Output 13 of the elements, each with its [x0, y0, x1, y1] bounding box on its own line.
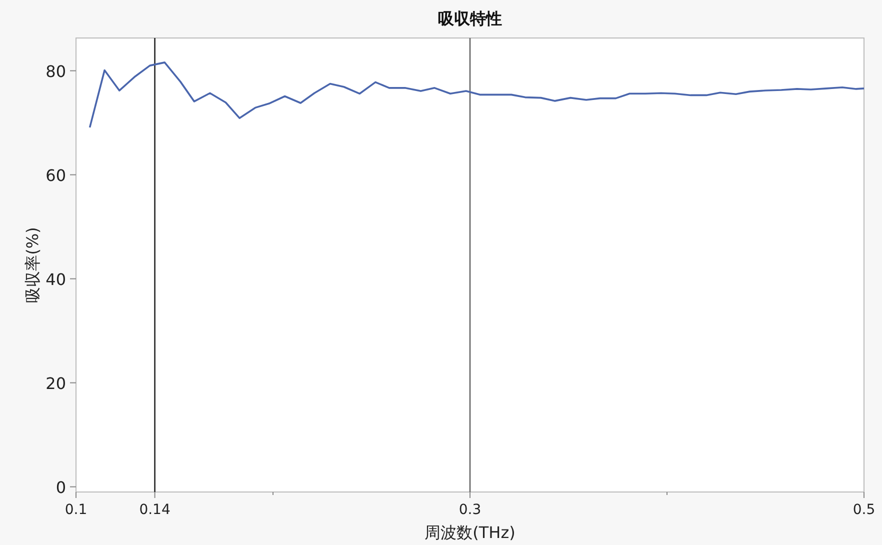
line-series [88, 62, 865, 128]
y-tick-label: 40 [46, 270, 66, 289]
x-axis-title: 周波数(THz) [424, 523, 516, 542]
y-tick-label: 80 [46, 62, 66, 81]
x-tick-label: 0.5 [852, 502, 876, 518]
y-tick-label: 0 [56, 478, 66, 497]
x-tick-label: 0.3 [458, 502, 482, 518]
chart-title: 吸収特性 [438, 9, 502, 28]
y-tick-label: 20 [46, 374, 66, 393]
x-tick-label: 0.1 [64, 502, 88, 518]
y-tick-label: 60 [46, 166, 66, 185]
y-axis-title: 吸収率(%) [23, 227, 42, 303]
x-tick-label: 0.14 [139, 502, 170, 518]
